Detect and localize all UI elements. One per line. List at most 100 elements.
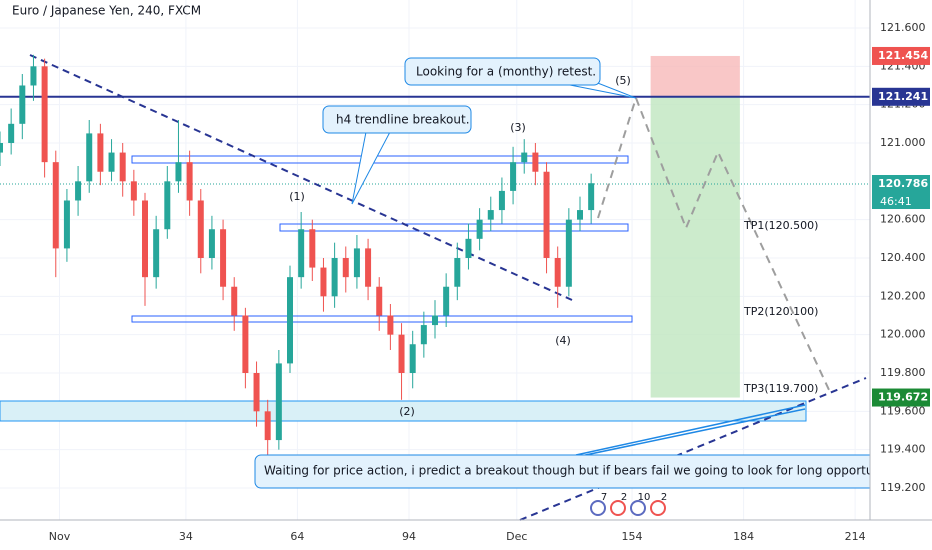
price-tag (872, 388, 930, 407)
candle-body (577, 210, 583, 220)
target-label: TP2(120.100) (743, 305, 818, 318)
y-tick-label: 119.400 (880, 443, 926, 456)
candle-body (565, 219, 572, 287)
price-axis (870, 0, 932, 550)
event-count: 2 (661, 492, 667, 503)
candle-body (398, 334, 405, 373)
callout-pointer (575, 404, 806, 456)
candle-body (253, 372, 260, 412)
candle-body (554, 257, 561, 287)
wave-label: (3) (510, 121, 526, 134)
price-tag-label: 120.786 (878, 177, 928, 190)
callout-text: h4 trendline breakout. (336, 113, 470, 127)
candle-body (543, 171, 550, 258)
candle-body (164, 181, 171, 230)
target-label: TP1(120.500) (743, 219, 818, 232)
candle-body (420, 325, 427, 345)
candle-body (142, 200, 148, 278)
candle-body (30, 66, 37, 86)
lower-zone (131, 315, 633, 323)
candle-body (353, 248, 360, 278)
candle-body (231, 286, 238, 316)
candle-body (19, 85, 26, 124)
candle-body (432, 315, 438, 326)
candle-body (342, 257, 349, 278)
y-tick-label: 119.800 (880, 366, 926, 379)
candle-body (8, 123, 15, 143)
candle-body (130, 181, 137, 201)
candle-body (476, 219, 483, 239)
y-tick-label: 120.400 (880, 251, 926, 264)
candle-body (298, 229, 305, 278)
x-tick-label: 64 (290, 530, 304, 543)
target-label: TP3(119.700) (743, 382, 818, 395)
y-tick-label: 121.000 (880, 136, 926, 149)
candle-body (264, 411, 271, 441)
candle-body (208, 229, 215, 258)
mid-zone (279, 223, 629, 232)
event-icon (590, 500, 606, 516)
candle-body (287, 277, 293, 364)
support-zone (0, 400, 807, 422)
callout-text: Looking for a (monthy) retest. (416, 65, 596, 79)
candle-body (242, 315, 249, 373)
candle-body (320, 267, 327, 297)
x-tick-label: 154 (622, 530, 643, 543)
callout-box (404, 57, 601, 86)
candle-body (119, 152, 126, 182)
x-tick-label: 94 (402, 530, 416, 543)
callout-pointer (351, 131, 391, 205)
rising-trendline (519, 377, 867, 521)
candle-body (175, 162, 182, 182)
callout-box (322, 105, 472, 134)
projection-path (597, 94, 831, 393)
y-tick-label: 120.000 (880, 328, 926, 341)
candle-body (498, 190, 505, 211)
candle-body (97, 133, 104, 172)
event-icon (630, 500, 646, 516)
price-tag-label: 119.672 (878, 391, 928, 404)
candle-body (0, 142, 3, 153)
candle-body (588, 183, 595, 211)
y-tick-label: 121.600 (880, 21, 926, 34)
candle-body (365, 248, 372, 287)
x-tick-label: 214 (845, 530, 866, 543)
event-icon (650, 500, 666, 516)
candle-body (521, 152, 528, 163)
candle-body (108, 152, 115, 172)
price-tag (872, 87, 930, 106)
y-tick-label: 120.600 (880, 213, 926, 226)
price-tag (872, 175, 930, 210)
x-tick-label: 184 (733, 530, 754, 543)
candle-body (376, 286, 383, 316)
event-count: 10 (638, 492, 651, 503)
event-icon (610, 500, 626, 516)
price-tag-label: 121.454 (878, 49, 928, 62)
price-tag (872, 46, 930, 65)
event-count: 7 (601, 492, 607, 503)
candle-body (331, 257, 338, 297)
wave-label: (5) (615, 74, 631, 87)
y-tick-label: 119.200 (880, 481, 926, 494)
candle-body (465, 238, 472, 258)
candle-body (63, 200, 70, 249)
event-count: 2 (621, 492, 627, 503)
countdown: 46:41 (880, 195, 912, 208)
trendline (29, 54, 573, 301)
candle-body (153, 229, 160, 278)
x-tick-label: Dec (506, 530, 527, 543)
stop-zone (650, 55, 740, 97)
candle-body (41, 66, 48, 163)
y-tick-label: 120.200 (880, 289, 926, 302)
candle-body (409, 344, 416, 373)
candle-body (454, 257, 461, 287)
resistance-zone (131, 155, 629, 164)
candle-body (487, 210, 494, 220)
callout-text: Waiting for price action, i predict a br… (264, 464, 910, 478)
candle-body (532, 152, 539, 172)
candle-body (275, 363, 282, 441)
candle-body (387, 315, 394, 335)
wave-label: (2) (399, 405, 415, 418)
callout-pointer (575, 408, 806, 458)
